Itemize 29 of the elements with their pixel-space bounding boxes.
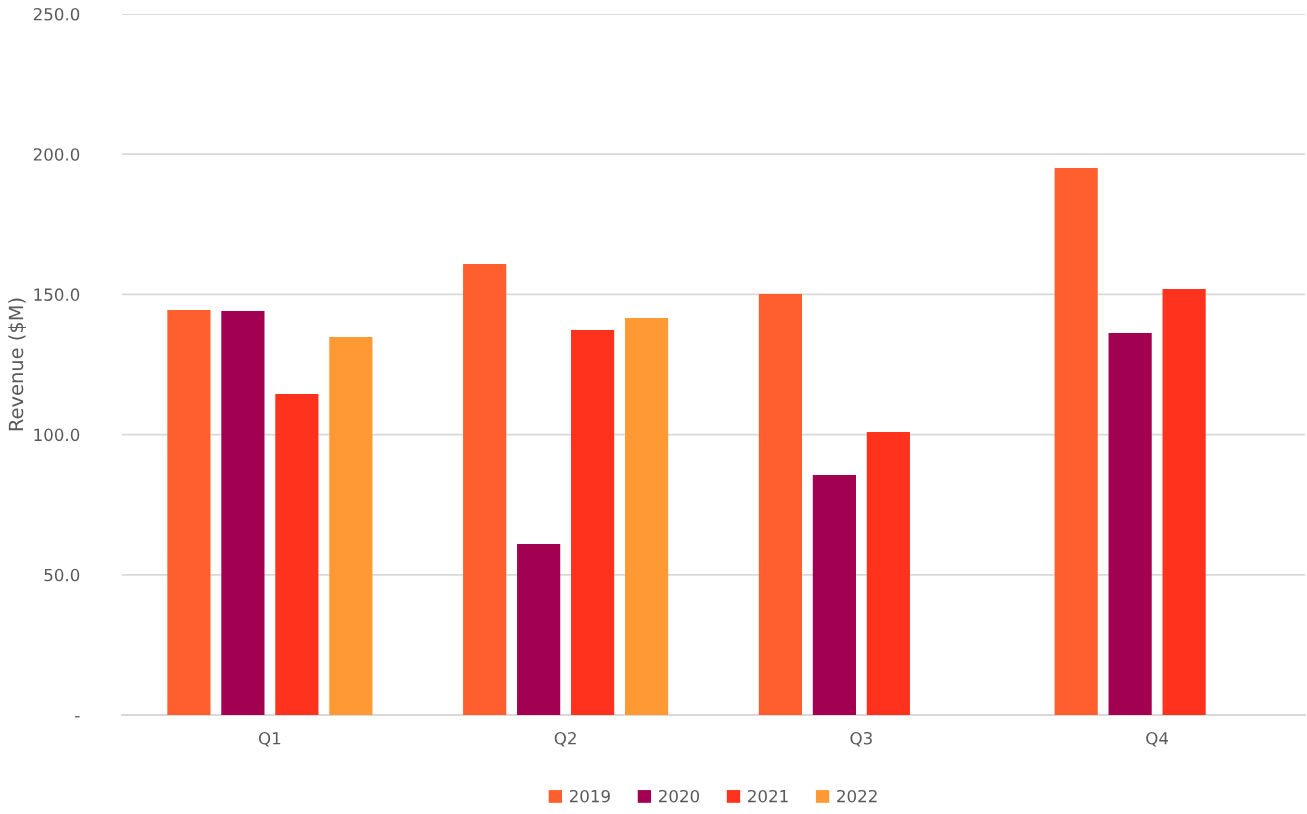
bar [275,393,319,715]
y-tick-label: 50.0 [44,568,80,582]
bar [866,432,910,715]
bar [625,317,669,715]
y-tick-label: 250.0 [33,7,80,21]
y-tick-label: 150.0 [34,288,80,301]
bar [167,310,211,715]
x-tick-label: Q1 [258,731,281,747]
legend-label: 2020 [658,789,700,803]
x-tick-label: Q3 [850,731,872,747]
bar [758,294,802,715]
y-axis-title: Revenue ($M) [8,298,26,431]
y-tick-label: 200.0 [33,148,80,161]
bar [1054,167,1098,715]
y-tick-label: 100.0 [34,428,80,442]
legend-label: 2021 [748,789,788,803]
bar [329,337,373,715]
legend-label: 2022 [837,789,877,803]
x-tick-label: Q4 [1146,731,1169,747]
bar [812,474,856,715]
bar [1162,289,1206,715]
bar [1108,333,1152,715]
bar [221,310,265,715]
bar [571,330,615,715]
legend-label: 2019 [569,789,610,803]
bar [517,543,561,715]
bar [463,264,507,715]
x-tick-label: Q2 [554,731,576,747]
y-tick-label: - [75,716,80,718]
